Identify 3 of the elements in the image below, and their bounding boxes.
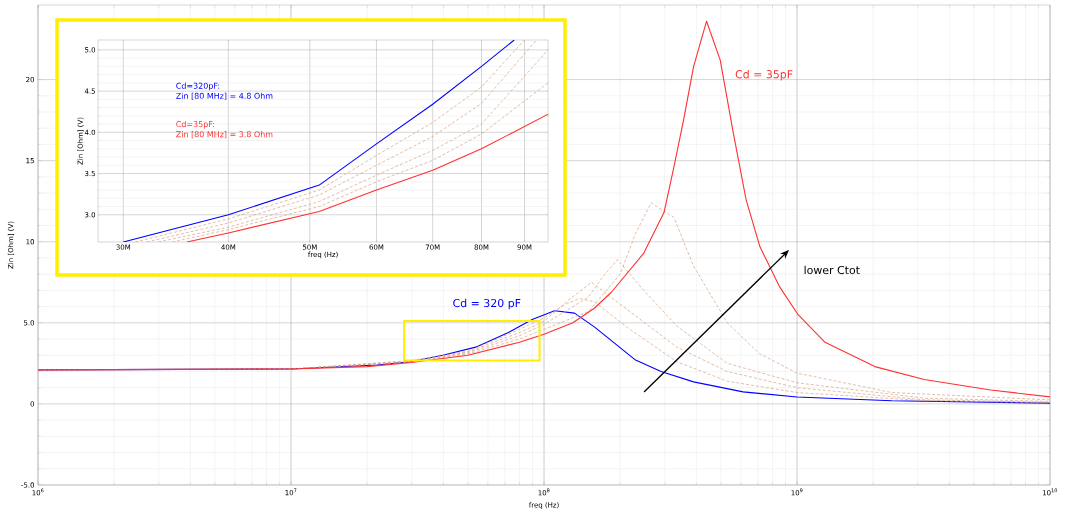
series-label: Cd = 35pF bbox=[735, 69, 793, 81]
series-label: Cd = 320 pF bbox=[453, 298, 521, 310]
annotation: lower Ctot bbox=[804, 265, 860, 275]
